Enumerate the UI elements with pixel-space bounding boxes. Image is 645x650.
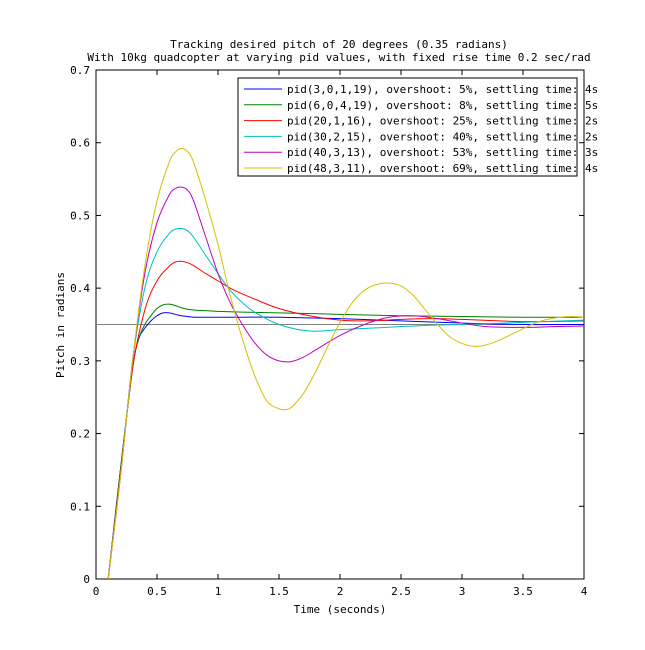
x-tick-label: 1 [215, 585, 222, 598]
legend: pid(3,0,1,19), overshoot: 5%, settling t… [237, 77, 598, 177]
y-tick-label: 0.3 [70, 355, 90, 368]
axis-ticks: 0 0.5 1 1.5 2 2.5 3 3.5 4 0 0.1 0.2 0.3 0.4 0.5 0.6 0.7 [70, 64, 588, 598]
series-line-5 [107, 186, 585, 580]
series-lines [107, 148, 585, 580]
x-tick-label: 2.5 [391, 585, 411, 598]
series-line-2 [107, 303, 585, 580]
legend-label-5: pid(40,3,13), overshoot: 53%, settling t… [287, 146, 598, 159]
series-line-3 [107, 260, 585, 580]
x-tick-label: 0.5 [147, 585, 167, 598]
x-tick-label: 1.5 [269, 585, 289, 598]
chart-title: Tracking desired pitch of 20 degrees (0.… [170, 38, 508, 51]
x-axis-label: Time (seconds) [294, 603, 387, 616]
y-tick-label: 0.1 [70, 500, 90, 513]
legend-box [237, 77, 578, 177]
series-line-6 [107, 148, 585, 580]
legend-label-4: pid(30,2,15), overshoot: 40%, settling t… [287, 130, 598, 143]
x-tick-label: 3.5 [513, 585, 533, 598]
y-axis-label: Pitch in radians [54, 272, 67, 378]
legend-label-2: pid(6,0,4,19), overshoot: 8%, settling t… [287, 99, 598, 112]
y-tick-label: 0.7 [70, 64, 90, 77]
y-tick-label: 0.6 [70, 137, 90, 150]
x-tick-label: 4 [581, 585, 588, 598]
legend-label-1: pid(3,0,1,19), overshoot: 5%, settling t… [287, 83, 598, 96]
x-tick-label: 0 [93, 585, 100, 598]
legend-label-3: pid(20,1,16), overshoot: 25%, settling t… [287, 115, 598, 128]
x-tick-label: 2 [337, 585, 344, 598]
x-tick-label: 3 [459, 585, 466, 598]
y-tick-label: 0.2 [70, 428, 90, 441]
y-tick-label: 0.5 [70, 209, 90, 222]
legend-label-6: pid(48,3,11), overshoot: 69%, settling t… [287, 162, 598, 175]
y-tick-label: 0 [83, 573, 90, 586]
chart-subtitle: With 10kg quadcopter at varying pid valu… [87, 51, 590, 64]
y-tick-label: 0.4 [70, 282, 90, 295]
